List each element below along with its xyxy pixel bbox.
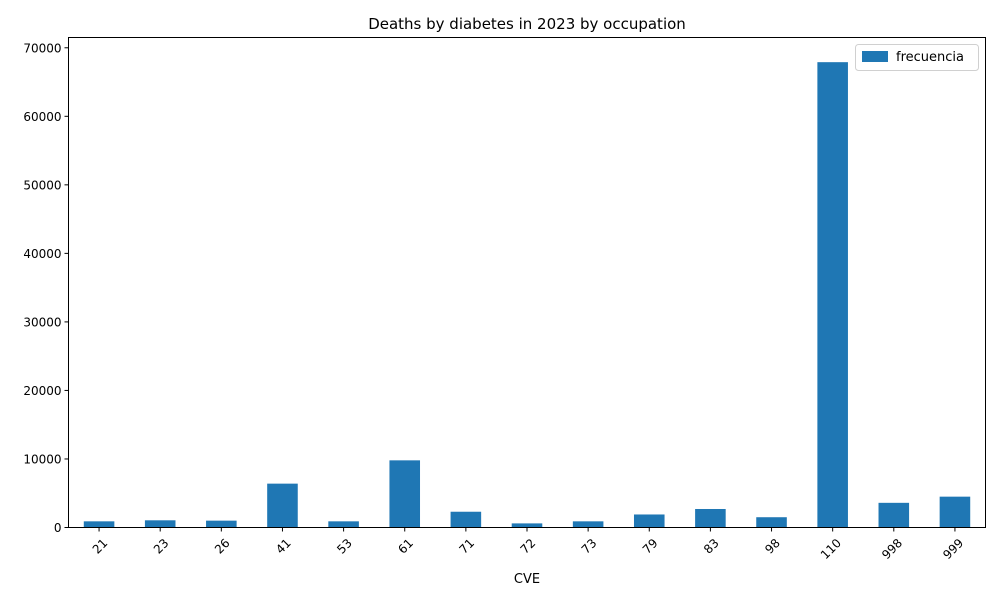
y-tick-label: 20000 xyxy=(23,384,61,398)
bar xyxy=(878,502,910,528)
bars xyxy=(83,62,971,528)
legend-swatch xyxy=(862,51,888,62)
x-tick-label: 26 xyxy=(212,536,233,557)
bar xyxy=(939,496,971,528)
x-tick-label: 998 xyxy=(879,536,905,562)
chart-title: Deaths by diabetes in 2023 by occupation xyxy=(368,15,686,33)
y-tick-label: 10000 xyxy=(23,452,61,466)
x-tick-label: 72 xyxy=(518,536,539,557)
bar xyxy=(756,517,787,528)
x-tick-label: 23 xyxy=(151,536,172,557)
bar xyxy=(328,521,359,528)
x-tick-label: 110 xyxy=(818,536,844,562)
x-tick-label: 79 xyxy=(640,536,661,557)
x-tick-label: 71 xyxy=(457,536,478,557)
bar xyxy=(511,523,543,528)
x-axis-label: CVE xyxy=(514,572,540,587)
y-axis: 0 10000 20000 30000 40000 50000 60000 70000 xyxy=(23,41,69,535)
bar xyxy=(695,508,726,528)
bar xyxy=(633,514,665,528)
bar xyxy=(389,460,421,528)
bar xyxy=(572,521,604,528)
legend: frecuencia xyxy=(855,44,979,71)
y-tick-label: 50000 xyxy=(23,178,61,192)
x-tick-label: 61 xyxy=(395,536,416,557)
y-tick-label: 40000 xyxy=(23,247,61,261)
legend-label: frecuencia xyxy=(896,50,964,65)
y-tick-label: 30000 xyxy=(23,315,61,329)
y-tick-label: 70000 xyxy=(23,41,61,55)
x-tick-label: 98 xyxy=(762,536,783,557)
x-axis: 21 23 26 41 53 61 71 72 73 79 83 98 110 998 999 xyxy=(90,527,966,562)
x-tick-label: 999 xyxy=(940,536,966,562)
bar xyxy=(144,520,176,528)
bar xyxy=(450,511,482,528)
plot-frame xyxy=(68,37,986,528)
bar xyxy=(267,483,298,528)
x-tick-label: 73 xyxy=(579,536,600,557)
bar xyxy=(206,520,237,528)
y-tick-label: 60000 xyxy=(23,110,61,124)
x-tick-label: 53 xyxy=(334,536,355,557)
bar xyxy=(83,521,115,528)
x-tick-label: 21 xyxy=(90,536,111,557)
bar xyxy=(817,62,848,528)
x-tick-label: 41 xyxy=(273,536,294,557)
x-tick-label: 83 xyxy=(701,536,722,557)
y-tick-label: 0 xyxy=(54,521,62,535)
